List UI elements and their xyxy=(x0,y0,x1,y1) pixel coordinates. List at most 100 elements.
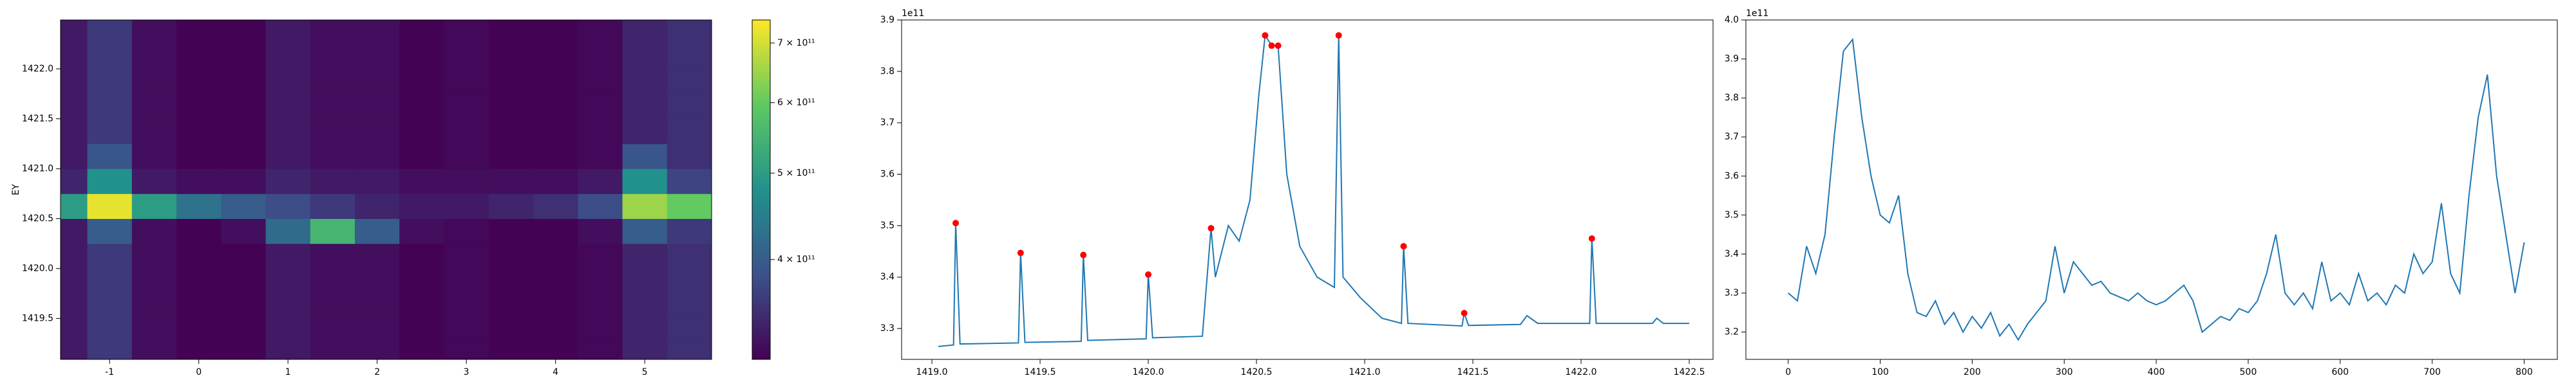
heatmap-cell xyxy=(578,20,623,44)
heatmap-cell xyxy=(488,268,534,294)
x-tick-label: 5 xyxy=(642,367,648,377)
heatmap-cell xyxy=(399,68,445,95)
heatmap-cell xyxy=(131,93,177,119)
x-tick-label: 4 xyxy=(553,367,558,377)
heatmap-cell xyxy=(622,193,668,219)
heatmap-cell xyxy=(87,119,133,144)
heatmap-cell xyxy=(399,218,445,244)
heatmap-cell xyxy=(533,144,578,169)
x-tick-label: 3 xyxy=(464,367,469,377)
heatmap-cell xyxy=(533,318,578,344)
heatmap-cell xyxy=(444,119,489,144)
y-tick-label: 3.5 xyxy=(1725,210,1739,220)
heatmap-cell xyxy=(176,44,222,70)
heatmap-cell xyxy=(61,268,88,294)
y-tick-label: 3.7 xyxy=(880,118,895,128)
y-tick-label: 3.9 xyxy=(1725,54,1739,64)
heatmap-cell xyxy=(444,44,489,70)
heatmap-cell xyxy=(622,268,668,294)
heatmap-cell xyxy=(176,20,222,44)
heatmap-cell xyxy=(622,68,668,95)
heatmap-cell xyxy=(61,318,88,344)
heatmap-cell xyxy=(87,268,133,294)
peak-marker xyxy=(1335,32,1342,39)
heatmap-cell xyxy=(221,168,267,194)
heatmap-cell xyxy=(355,119,400,144)
heatmap-cell xyxy=(399,268,445,294)
heatmap-cell xyxy=(265,144,311,169)
y-tick-label: 1422.0 xyxy=(22,64,53,74)
heatmap-cell xyxy=(533,218,578,244)
heatmap-cell xyxy=(87,243,133,269)
heatmap-cell xyxy=(578,68,623,95)
heatmap-cell xyxy=(265,268,311,294)
x-tick-label: 1420.5 xyxy=(1241,367,1273,377)
heatmap-cell xyxy=(622,218,668,244)
heatmap-cell xyxy=(355,93,400,119)
heatmap-cell xyxy=(265,68,311,95)
heatmap-cell xyxy=(87,318,133,344)
heatmap-cell xyxy=(355,318,400,344)
colorbar-tick-label: 4 × 10¹¹ xyxy=(777,254,815,265)
heatmap-cell xyxy=(488,193,534,219)
heatmap-cell xyxy=(221,193,267,219)
heatmap-cell xyxy=(578,168,623,194)
x-tick-label: 1421.5 xyxy=(1457,367,1489,377)
heatmap-cell xyxy=(399,243,445,269)
heatmap-cell xyxy=(61,168,88,194)
heatmap-cell xyxy=(310,93,355,119)
heatmap-cell xyxy=(87,44,133,70)
peak-marker xyxy=(1080,251,1087,258)
heatmap-cell xyxy=(488,318,534,344)
heatmap-cell xyxy=(61,44,88,70)
heatmap-cell xyxy=(399,343,445,359)
heatmap-cell xyxy=(221,144,267,169)
heatmap-cell xyxy=(355,268,400,294)
x-tick-label: 1419.5 xyxy=(1025,367,1056,377)
heatmap-cell xyxy=(667,318,712,344)
heatmap-cell xyxy=(131,243,177,269)
heatmap-cell xyxy=(221,343,267,359)
axes-frame xyxy=(1745,19,2558,360)
heatmap-cell xyxy=(87,93,133,119)
heatmap-cell xyxy=(61,193,88,219)
heatmap-cell xyxy=(578,93,623,119)
heatmap-cell xyxy=(265,44,311,70)
heatmap-cell xyxy=(61,93,88,119)
y-tick-label: 3.6 xyxy=(880,169,895,180)
heatmap-cell xyxy=(488,168,534,194)
heatmap-cell xyxy=(176,318,222,344)
heatmap-cell xyxy=(310,343,355,359)
heatmap-cell xyxy=(221,44,267,70)
heatmap-cell xyxy=(265,93,311,119)
heatmap-cell xyxy=(444,293,489,319)
heatmap-cell xyxy=(310,168,355,194)
heatmap-cell xyxy=(488,293,534,319)
heatmap-cell xyxy=(221,68,267,95)
y-tick-label: 3.3 xyxy=(880,323,895,334)
heatmap-cell xyxy=(131,68,177,95)
x-tick-label: 800 xyxy=(2515,367,2533,377)
heatmap-cell xyxy=(578,293,623,319)
heatmap-cell xyxy=(533,293,578,319)
peak-marker xyxy=(1262,32,1269,39)
heatmap-cell xyxy=(176,168,222,194)
peak-marker xyxy=(1400,243,1407,250)
heatmap-cell xyxy=(444,318,489,344)
heatmap-cell xyxy=(444,93,489,119)
heatmap-cell xyxy=(533,343,578,359)
heatmap-cell xyxy=(61,293,88,319)
heatmap-cell xyxy=(578,318,623,344)
axes-frame xyxy=(901,19,1714,360)
heatmap-cell xyxy=(667,93,712,119)
heatmap-cell xyxy=(533,93,578,119)
heatmap-cell xyxy=(221,293,267,319)
heatmap-cell xyxy=(533,243,578,269)
heatmap-cell xyxy=(131,193,177,219)
heatmap-cell xyxy=(221,119,267,144)
x-tick-label: 1422.5 xyxy=(1674,367,1705,377)
heatmap-cell xyxy=(488,119,534,144)
y-tick-label: 3.9 xyxy=(880,15,895,25)
heatmap-cell xyxy=(488,68,534,95)
y-tick-label: 1420.0 xyxy=(22,263,53,274)
